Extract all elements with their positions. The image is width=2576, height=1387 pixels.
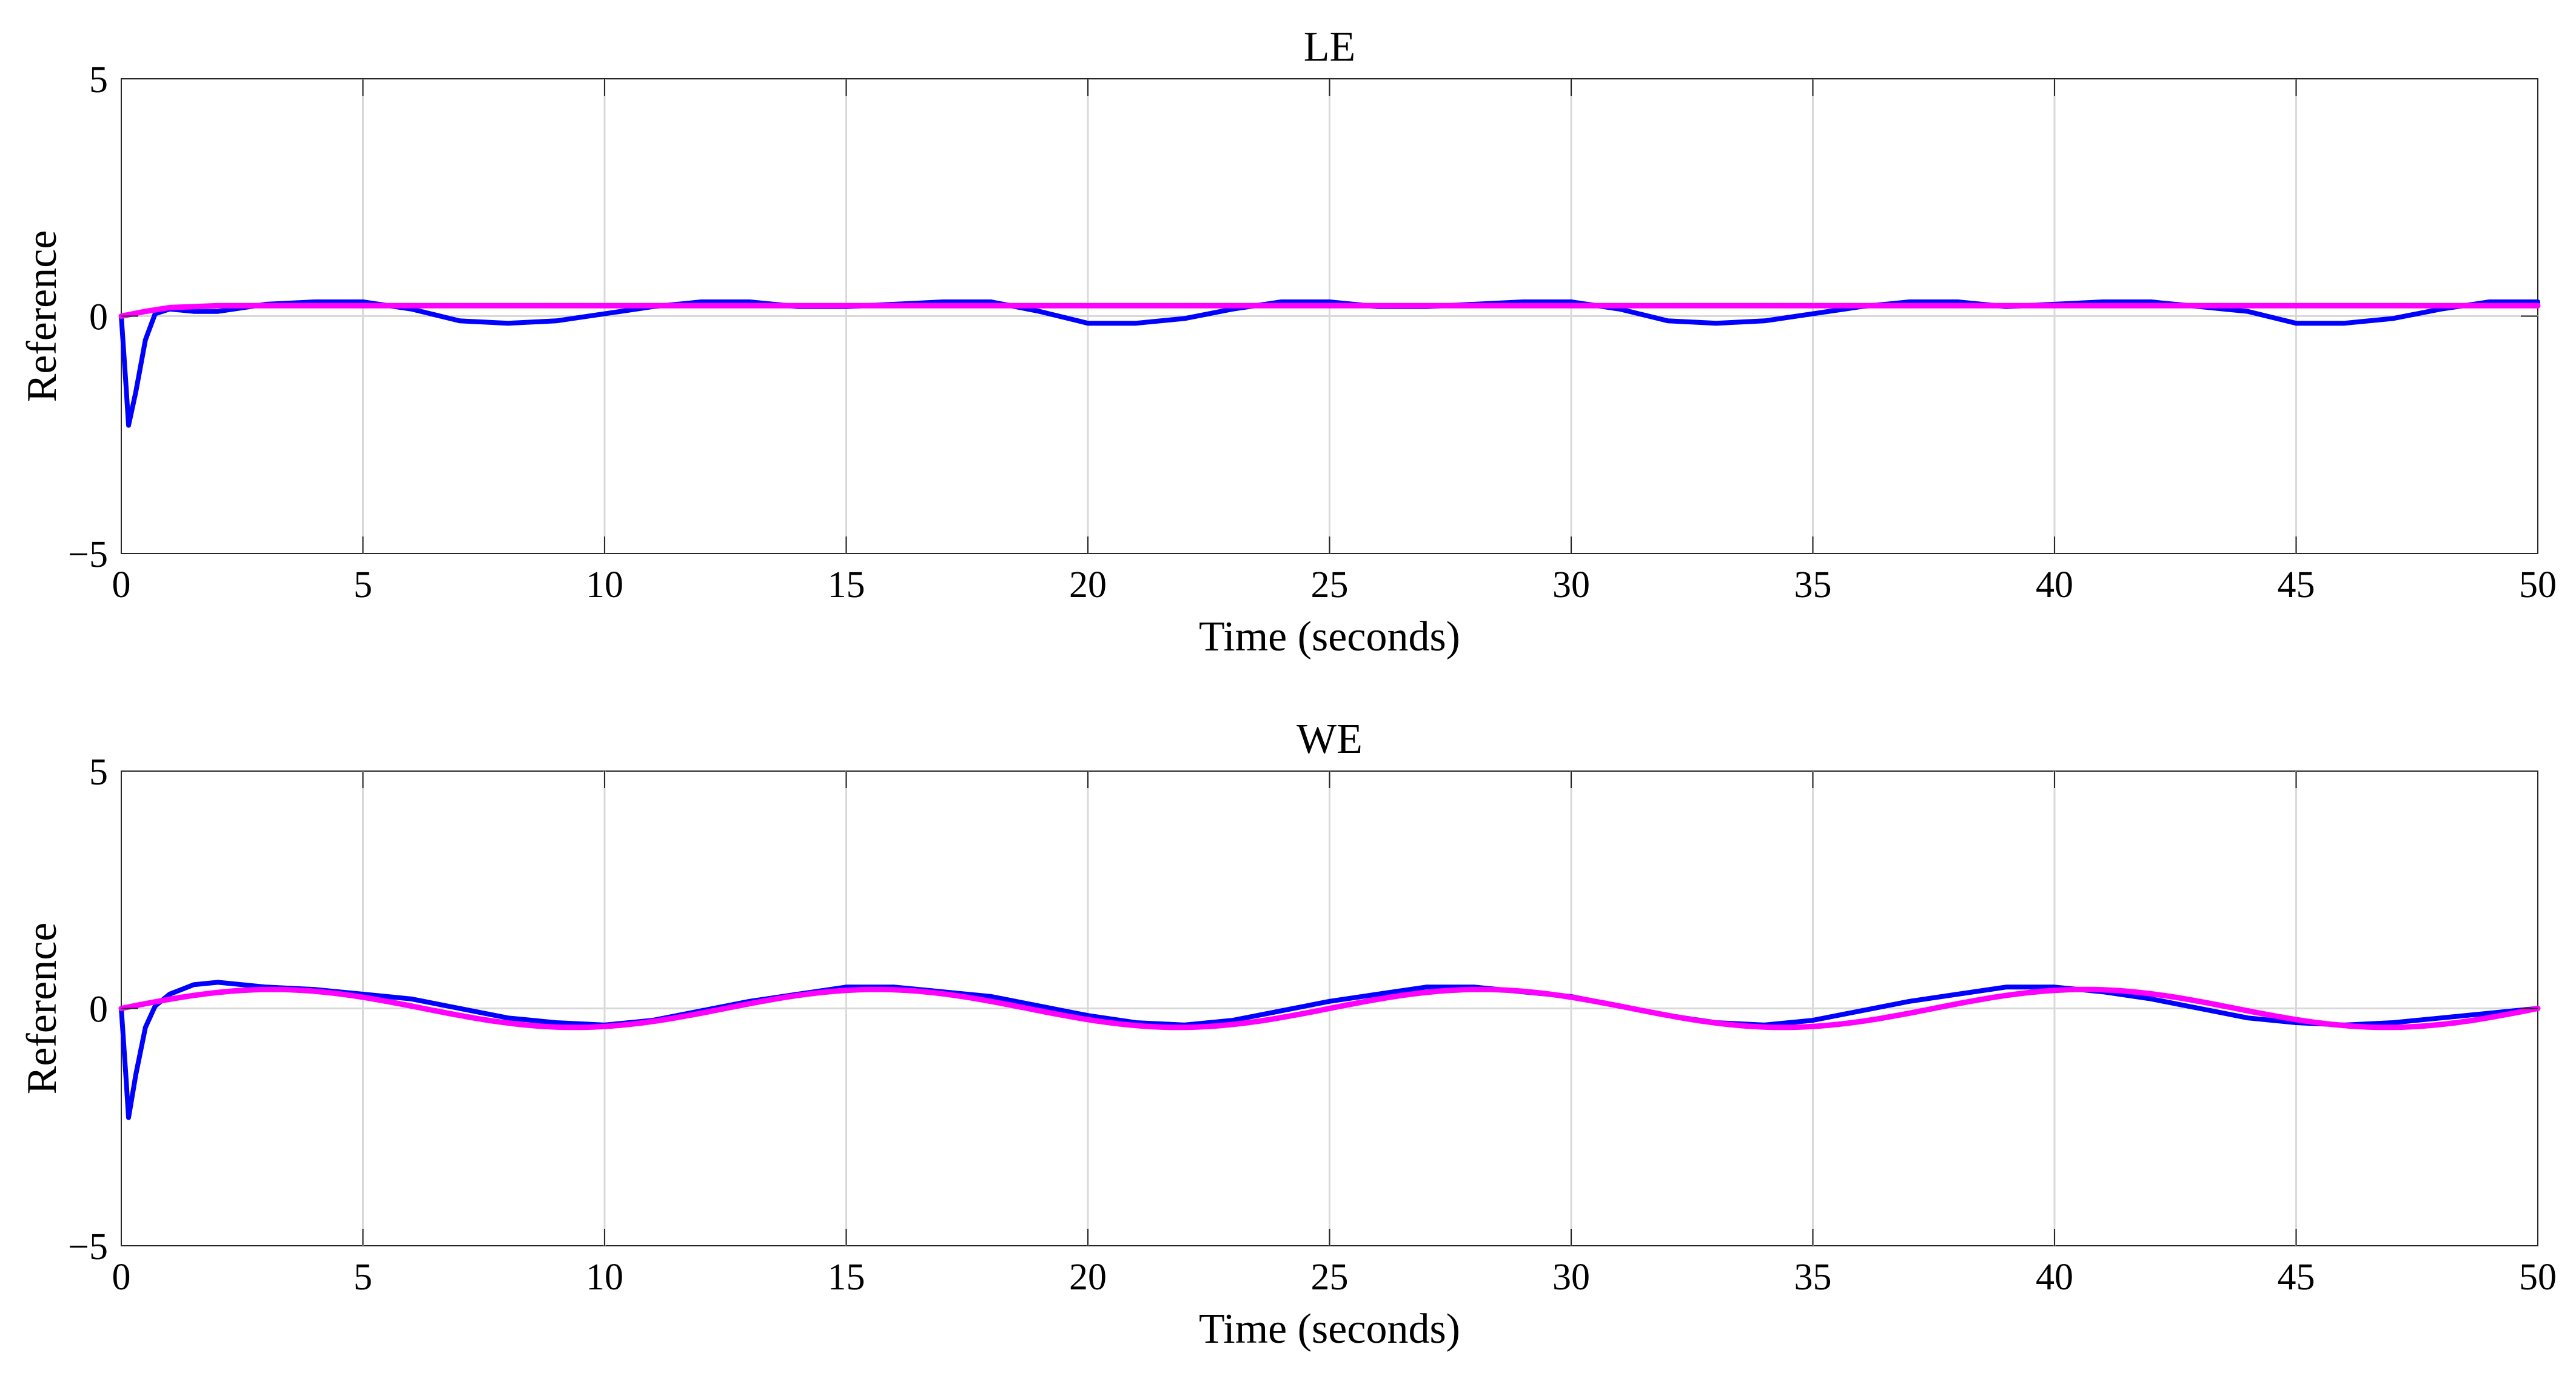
ticks-we: 0 5 10 15 20 25 30 35 40 45 50−505 [68,752,2557,1298]
grid-le [121,79,2538,553]
x-tick-label: 40 [2036,564,2073,606]
ticks-le: 0 5 10 15 20 25 30 35 40 45 50−505 [68,59,2557,606]
x-tick-label: 25 [1311,1257,1349,1298]
x-tick-label: 40 [2036,1257,2073,1298]
x-tick-label: 30 [1552,564,1590,606]
y-tick-label: −5 [68,1226,108,1268]
y-tick-label: 5 [89,752,108,793]
x-tick-label: 0 [112,564,131,606]
chart-title-le: LE [1304,24,1356,70]
y-tick-label: −5 [68,534,108,575]
x-tick-label: 30 [1552,1257,1590,1298]
x-tick-label: 0 [112,1257,131,1298]
x-tick-label: 15 [828,1257,865,1298]
x-tick-label: 45 [2278,1257,2315,1298]
x-axis-label-le: Time (seconds) [1199,613,1460,660]
x-tick-label: 10 [586,1257,623,1298]
series-we [118,980,2541,1120]
y-tick-label: 0 [89,297,108,338]
x-tick-label: 35 [1794,564,1832,606]
series-le [118,299,2541,428]
x-tick-label: 25 [1311,564,1349,606]
x-tick-label: 5 [354,1257,372,1298]
series-line-reference [118,302,2541,319]
x-tick-label: 20 [1069,564,1107,606]
y-axis-label-we: Reference [19,923,65,1095]
y-tick-label: 0 [89,989,108,1031]
x-tick-label: 45 [2278,564,2315,606]
y-tick-label: 5 [89,59,108,101]
series-line-reference [118,986,2541,1031]
x-tick-label: 50 [2519,1257,2557,1298]
x-tick-label: 35 [1794,1257,1832,1298]
x-tick-label: 5 [354,564,372,606]
x-tick-label: 15 [828,564,865,606]
x-tick-label: 10 [586,564,623,606]
subplot-le: 0 5 10 15 20 25 30 35 40 45 50−505 LE Time (second… [19,24,2557,660]
chart-title-we: WE [1296,716,1363,763]
y-axis-label-le: Reference [19,230,65,403]
x-axis-label-we: Time (seconds) [1199,1306,1460,1352]
x-tick-label: 20 [1069,1257,1107,1298]
subplot-we: 0 5 10 15 20 25 30 35 40 45 50−505 WE Time (second… [19,716,2557,1352]
x-tick-label: 50 [2519,564,2557,606]
